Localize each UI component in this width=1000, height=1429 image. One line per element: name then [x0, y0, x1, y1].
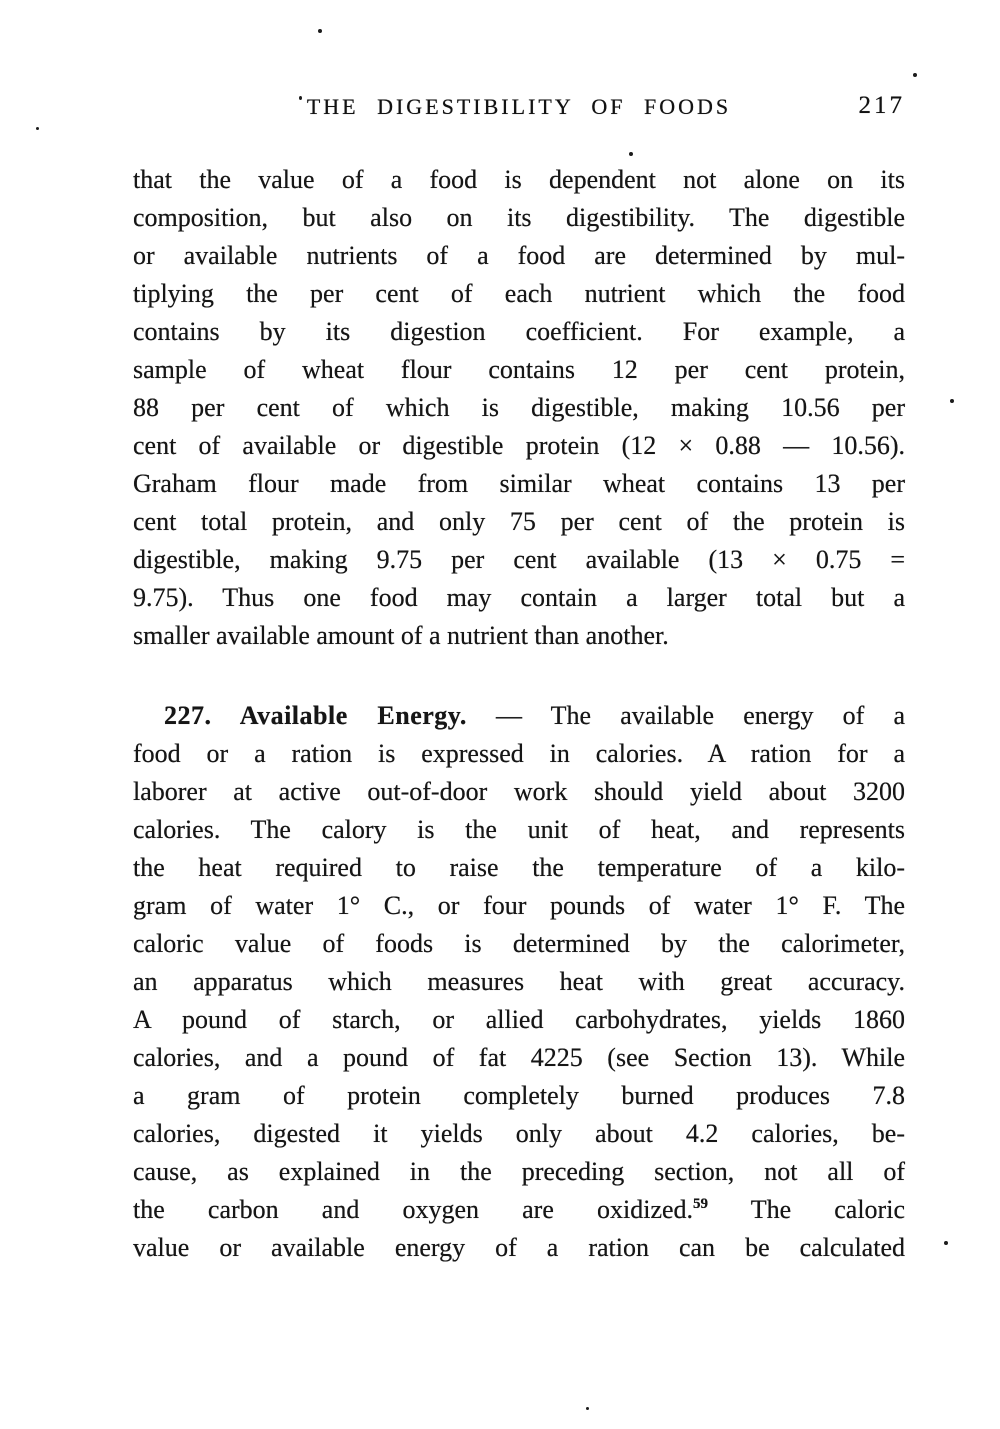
- text-line: cause, as explained in the preceding sec…: [133, 1157, 905, 1186]
- text-line: 9.75). Thus one food may contain a large…: [133, 583, 905, 612]
- footnote-reference: 59: [693, 1196, 709, 1212]
- text-line: 88 per cent of which is digestible, maki…: [133, 393, 905, 422]
- text-line: the carbon and oxygen are oxidized.59 Th…: [133, 1191, 905, 1229]
- text-segment: — The available energy of a: [466, 701, 906, 730]
- text-line: that the value of a food is dependent no…: [133, 165, 905, 194]
- text-line: tiplying the per cent of each nutrient w…: [133, 279, 905, 308]
- text-line: smaller available amount of a nutrient t…: [133, 621, 669, 650]
- text-line: laborer at active out-of-door work shoul…: [133, 777, 905, 806]
- running-header-title: THE DIGESTIBILITY OF FOODS: [306, 94, 732, 119]
- text-line: or available nutrients of a food are det…: [133, 241, 905, 270]
- running-header: THE DIGESTIBILITY OF FOODS 217: [133, 92, 905, 124]
- section-heading-text: 227. Available Energy.: [164, 701, 467, 730]
- page-number: 217: [858, 92, 905, 119]
- scan-speck: [36, 127, 39, 130]
- body-paragraph-section-227: 227. Available Energy. — The available e…: [133, 697, 905, 1267]
- scan-speck: [299, 96, 302, 100]
- body-paragraph-continuation: that the value of a food is dependent no…: [133, 161, 905, 655]
- text-line: food or a ration is expressed in calorie…: [133, 739, 905, 768]
- text-line: calories, digested it yields only about …: [133, 1119, 905, 1148]
- text-line: the heat required to raise the temperatu…: [133, 853, 905, 882]
- text-line: cent total protein, and only 75 per cent…: [133, 507, 905, 536]
- text-line: contains by its digestion coefficient. F…: [133, 317, 905, 346]
- text-line: an apparatus which measures heat with gr…: [133, 967, 905, 996]
- scan-speck: [629, 152, 633, 156]
- text-line: digestible, making 9.75 per cent availab…: [133, 545, 905, 574]
- text-segment: The caloric: [708, 1195, 905, 1224]
- text-line: A pound of starch, or allied carbohydrat…: [133, 1005, 905, 1034]
- scan-speck: [944, 1241, 948, 1245]
- text-line: 227. Available Energy. — The available e…: [133, 697, 905, 735]
- text-line: calories, and a pound of fat 4225 (see S…: [133, 1043, 905, 1072]
- text-line: value or available energy of a ration ca…: [133, 1233, 905, 1262]
- scan-speck: [318, 29, 322, 33]
- scan-speck: [586, 1407, 589, 1410]
- text-line: sample of wheat flour contains 12 per ce…: [133, 355, 905, 384]
- text-line: cent of available or digestible protein …: [133, 431, 905, 460]
- text-line: Graham flour made from similar wheat con…: [133, 469, 905, 498]
- scan-speck: [913, 73, 917, 77]
- text-segment: the carbon and oxygen are oxidized.: [133, 1195, 694, 1224]
- text-line: a gram of protein completely burned prod…: [133, 1081, 905, 1110]
- text-line: gram of water 1° C., or four pounds of w…: [133, 891, 905, 920]
- text-line: calories. The calory is the unit of heat…: [133, 815, 905, 844]
- text-line: composition, but also on its digestibili…: [133, 203, 905, 232]
- scan-speck: [950, 399, 954, 403]
- text-line: caloric value of foods is determined by …: [133, 929, 905, 958]
